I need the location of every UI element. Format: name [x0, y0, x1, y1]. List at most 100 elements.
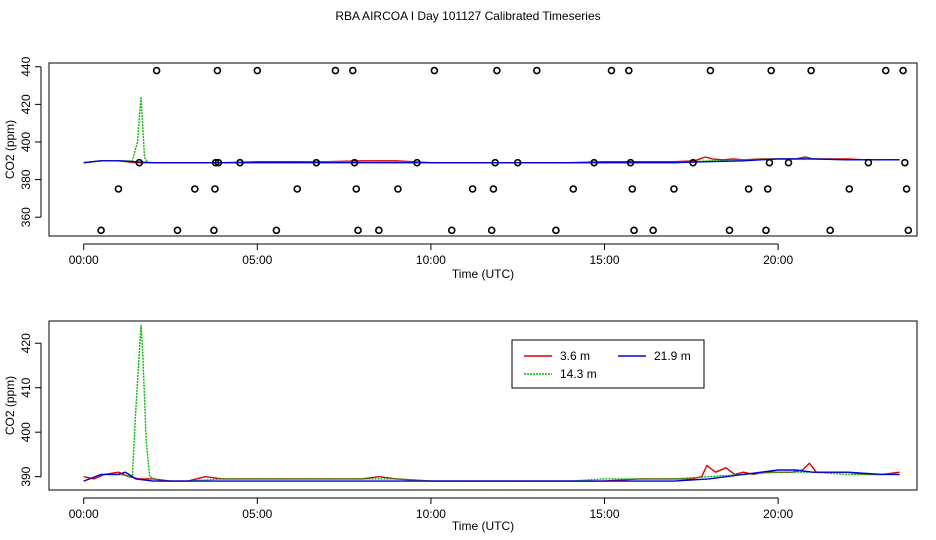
data-point	[533, 66, 541, 75]
plot-area	[83, 66, 913, 235]
data-point	[236, 158, 244, 167]
data-point	[807, 66, 815, 75]
data-point	[670, 185, 678, 193]
data-point	[784, 158, 793, 167]
series-line-21-9-m	[83, 469, 900, 482]
data-point	[904, 226, 913, 235]
legend-label: 21.9 m	[654, 349, 691, 363]
data-point	[826, 226, 835, 235]
data-point	[312, 158, 321, 167]
data-point	[253, 66, 262, 75]
data-point	[331, 66, 340, 75]
data-point	[765, 158, 774, 167]
data-point	[744, 185, 753, 193]
y-tick-label: 420	[19, 94, 33, 114]
data-point	[590, 158, 598, 167]
data-point	[763, 185, 772, 193]
data-point	[413, 158, 421, 167]
x-axis-label: Time (UTC)	[452, 519, 514, 533]
data-point	[689, 158, 697, 167]
data-point	[350, 158, 359, 167]
data-point	[114, 185, 123, 193]
data-point	[272, 226, 281, 235]
data-point	[213, 66, 222, 75]
data-point	[767, 66, 775, 75]
x-tick-label: 05:00	[242, 253, 272, 267]
data-point	[864, 158, 873, 167]
legend-box	[511, 339, 705, 389]
data-point	[706, 66, 715, 75]
plot-frame	[48, 320, 918, 491]
y-tick-label: 440	[19, 56, 33, 76]
data-point	[375, 226, 383, 235]
data-point	[607, 66, 616, 75]
y-tick-label: 360	[19, 207, 33, 227]
series-line-14-3-m	[83, 324, 900, 482]
data-point	[447, 226, 456, 235]
x-tick-label: 20:00	[763, 253, 793, 267]
data-point	[725, 226, 734, 235]
y-tick-label: 390	[19, 466, 33, 486]
data-point	[214, 158, 223, 167]
data-point	[211, 158, 220, 167]
y-tick-label: 400	[19, 132, 33, 152]
data-point	[210, 226, 218, 235]
figure-title: RBA AIRCOA I Day 101127 Calibrated Times…	[335, 9, 601, 23]
data-point	[626, 158, 635, 167]
data-point	[569, 185, 578, 193]
data-point	[901, 158, 909, 167]
series-line-21-9-m	[83, 158, 900, 164]
data-point	[628, 185, 637, 193]
x-tick-label: 15:00	[590, 507, 620, 521]
data-point	[352, 185, 361, 193]
data-point	[489, 185, 498, 193]
y-axis-label: CO2 (ppm)	[3, 376, 17, 435]
y-tick-label: 420	[19, 333, 33, 353]
legend-label: 3.6 m	[560, 349, 590, 363]
data-point	[354, 226, 362, 235]
data-point	[625, 66, 633, 75]
x-tick-label: 05:00	[242, 507, 272, 521]
legend: 3.6 m 14.3 m 21.9 m	[511, 339, 705, 389]
series-line-14-3-m	[83, 96, 900, 164]
data-point	[881, 66, 890, 75]
x-tick-label: 10:00	[416, 507, 446, 521]
plot-area	[83, 324, 900, 482]
x-tick-label: 15:00	[590, 253, 620, 267]
y-axis-label: CO2 (ppm)	[3, 120, 17, 179]
data-point	[493, 66, 501, 75]
data-point	[97, 226, 105, 235]
data-point	[552, 226, 560, 235]
data-point	[173, 226, 182, 235]
x-tick-label: 20:00	[763, 507, 793, 521]
data-point	[630, 226, 638, 235]
x-tick-label: 00:00	[69, 507, 99, 521]
chart-panel-2: 00:00 05:00 10:00 15:00 20:00 Time (UTC) 390 40…	[3, 320, 918, 533]
plot-frame	[48, 62, 918, 237]
x-tick-label: 10:00	[416, 253, 446, 267]
data-point	[468, 185, 477, 193]
data-point	[902, 185, 911, 193]
data-point	[293, 185, 302, 193]
x-axis-label: Time (UTC)	[452, 267, 514, 281]
data-point	[649, 226, 657, 235]
data-point	[211, 185, 219, 193]
data-point	[191, 185, 199, 193]
data-point	[491, 158, 499, 167]
legend-label: 14.3 m	[560, 367, 597, 381]
data-point	[762, 226, 770, 235]
y-tick-label: 380	[19, 169, 33, 189]
data-point	[152, 66, 161, 75]
data-point	[348, 66, 357, 75]
data-point	[394, 185, 402, 193]
y-tick-label: 410	[19, 377, 33, 397]
data-point	[845, 185, 854, 193]
data-point	[487, 226, 496, 235]
x-tick-label: 00:00	[69, 253, 99, 267]
data-point	[135, 158, 144, 167]
data-point	[513, 158, 522, 167]
y-tick-label: 400	[19, 422, 33, 442]
data-point	[899, 66, 907, 75]
